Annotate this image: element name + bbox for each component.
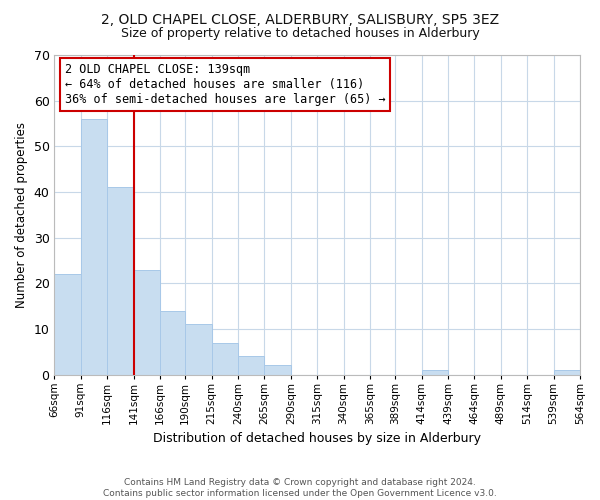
Text: 2, OLD CHAPEL CLOSE, ALDERBURY, SALISBURY, SP5 3EZ: 2, OLD CHAPEL CLOSE, ALDERBURY, SALISBUR… xyxy=(101,12,499,26)
Bar xyxy=(55,274,81,374)
Text: Size of property relative to detached houses in Alderbury: Size of property relative to detached ho… xyxy=(121,28,479,40)
Bar xyxy=(265,366,291,374)
Bar xyxy=(238,356,265,374)
Bar xyxy=(160,310,185,374)
Text: Contains HM Land Registry data © Crown copyright and database right 2024.
Contai: Contains HM Land Registry data © Crown c… xyxy=(103,478,497,498)
Bar xyxy=(134,270,160,374)
X-axis label: Distribution of detached houses by size in Alderbury: Distribution of detached houses by size … xyxy=(153,432,481,445)
Bar xyxy=(81,119,107,374)
Bar xyxy=(554,370,580,374)
Text: 2 OLD CHAPEL CLOSE: 139sqm
← 64% of detached houses are smaller (116)
36% of sem: 2 OLD CHAPEL CLOSE: 139sqm ← 64% of deta… xyxy=(65,63,386,106)
Bar xyxy=(185,324,212,374)
Y-axis label: Number of detached properties: Number of detached properties xyxy=(15,122,28,308)
Bar xyxy=(212,342,238,374)
Bar xyxy=(107,188,134,374)
Bar xyxy=(422,370,448,374)
